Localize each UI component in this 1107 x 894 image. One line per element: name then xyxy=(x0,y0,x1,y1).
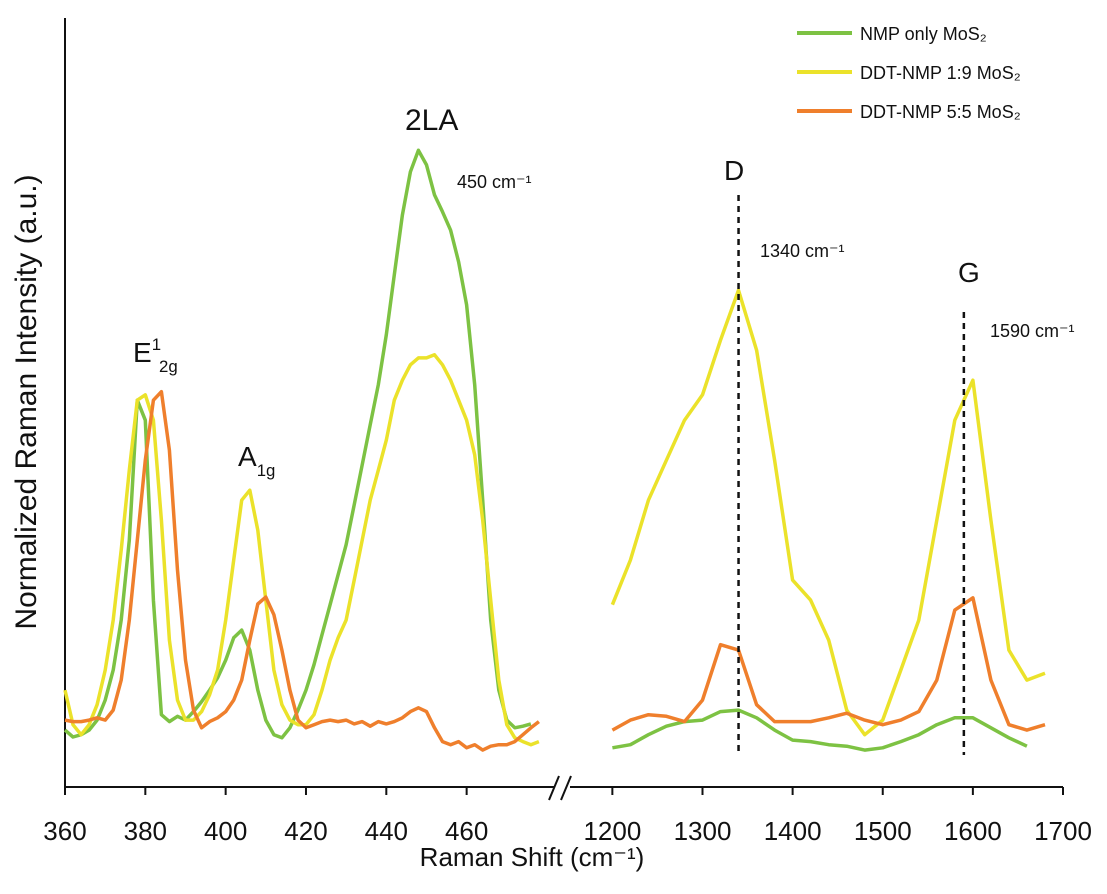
x-tick-label: 1600 xyxy=(944,816,1002,846)
annotation-sub: 2g xyxy=(159,357,178,376)
axis-break xyxy=(560,775,572,801)
annotation: 1340 cm⁻¹ xyxy=(760,241,845,261)
annotation: D xyxy=(724,155,744,186)
annotation: 450 cm⁻¹ xyxy=(457,172,532,192)
x-tick-label: 400 xyxy=(204,816,247,846)
annotation-text: G xyxy=(958,257,980,288)
annotation: E1 2g xyxy=(133,335,178,376)
annotation-text: D xyxy=(724,155,744,186)
x-axis-label: Raman Shift (cm⁻¹) xyxy=(420,842,645,872)
annotation-sup: 1 xyxy=(152,335,161,354)
annotation: A1g xyxy=(238,441,275,480)
x-tick-label: 1500 xyxy=(854,816,912,846)
x-tick-label: 1700 xyxy=(1034,816,1092,846)
legend-label: DDT-NMP 1:9 MoS₂ xyxy=(860,63,1021,83)
annotation-text: E xyxy=(133,337,152,368)
x-tick-label: 1300 xyxy=(674,816,732,846)
legend-label: DDT-NMP 5:5 MoS₂ xyxy=(860,102,1021,122)
x-tick-label: 360 xyxy=(43,816,86,846)
legend-label: NMP only MoS₂ xyxy=(860,24,987,44)
series-line xyxy=(610,288,1046,737)
annotation-text: A xyxy=(238,441,257,472)
series-line xyxy=(64,389,540,752)
annotation-text: 1340 cm⁻¹ xyxy=(760,241,845,261)
annotation: G xyxy=(958,257,980,288)
x-tick-label: 1200 xyxy=(583,816,641,846)
annotation-text: 2LA xyxy=(405,104,458,137)
annotation-text: 1590 cm⁻¹ xyxy=(990,321,1075,341)
x-tick-label: 420 xyxy=(284,816,327,846)
x-tick-label: 440 xyxy=(365,816,408,846)
x-tick-label: 1400 xyxy=(764,816,822,846)
annotation: 1590 cm⁻¹ xyxy=(990,321,1075,341)
x-tick-label: 460 xyxy=(445,816,488,846)
y-axis-label: Normalized Raman Intensity (a.u.) xyxy=(10,174,43,629)
annotation-text: 450 cm⁻¹ xyxy=(457,172,532,192)
series-line xyxy=(611,596,1046,732)
x-tick-label: 380 xyxy=(124,816,167,846)
annotation-sub: 1g xyxy=(257,461,276,480)
series-line xyxy=(63,148,532,740)
annotation: 2LA xyxy=(405,104,458,137)
